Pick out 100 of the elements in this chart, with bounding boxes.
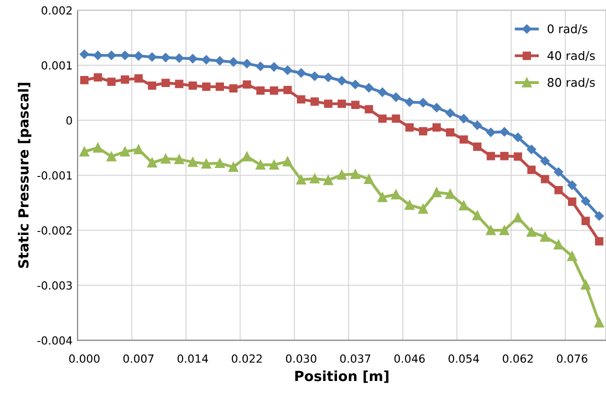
point bbox=[228, 57, 238, 67]
point bbox=[106, 152, 116, 162]
point bbox=[580, 280, 591, 290]
point bbox=[350, 169, 360, 180]
point bbox=[432, 102, 442, 112]
point bbox=[161, 52, 170, 62]
point bbox=[514, 152, 522, 161]
point bbox=[324, 72, 333, 82]
point bbox=[458, 200, 469, 210]
point bbox=[134, 51, 144, 61]
point bbox=[93, 142, 103, 153]
point bbox=[134, 74, 143, 83]
point bbox=[500, 127, 509, 136]
point bbox=[568, 198, 576, 206]
point bbox=[418, 98, 428, 108]
point bbox=[270, 86, 278, 95]
point bbox=[120, 146, 130, 156]
x-tick-label: 0.046 bbox=[394, 354, 425, 363]
legend-label: 0 rad/s bbox=[548, 24, 588, 34]
point bbox=[554, 167, 564, 177]
point bbox=[175, 80, 184, 88]
legend-label: 80 rad/s bbox=[548, 78, 595, 88]
point bbox=[323, 175, 334, 186]
point bbox=[338, 100, 346, 108]
point bbox=[283, 86, 292, 94]
point bbox=[174, 53, 184, 63]
point bbox=[418, 127, 428, 136]
point bbox=[310, 72, 320, 81]
point bbox=[554, 186, 563, 194]
point bbox=[364, 83, 374, 92]
point bbox=[80, 50, 89, 59]
point bbox=[405, 123, 414, 132]
point bbox=[160, 154, 170, 164]
point bbox=[282, 156, 292, 166]
point bbox=[432, 123, 441, 132]
point bbox=[174, 154, 184, 164]
point bbox=[446, 108, 455, 118]
point bbox=[486, 225, 496, 236]
point bbox=[391, 190, 401, 200]
point bbox=[554, 240, 564, 250]
point bbox=[337, 76, 346, 86]
point bbox=[188, 157, 198, 167]
point bbox=[404, 97, 414, 107]
y-tick-label: -0.002 bbox=[37, 226, 72, 235]
point bbox=[228, 162, 238, 172]
x-tick-label: 0.037 bbox=[340, 354, 370, 363]
point bbox=[324, 100, 332, 108]
point bbox=[540, 232, 550, 242]
point bbox=[256, 86, 265, 95]
point bbox=[364, 174, 374, 184]
point bbox=[594, 211, 604, 221]
point bbox=[296, 174, 306, 185]
x-tick-label: 0.000 bbox=[69, 354, 100, 363]
point bbox=[269, 62, 279, 72]
point bbox=[336, 170, 347, 180]
point bbox=[445, 189, 456, 199]
y-tick-label: 0.001 bbox=[42, 61, 72, 70]
point bbox=[595, 237, 604, 246]
point bbox=[134, 144, 144, 154]
point bbox=[513, 132, 523, 142]
x-tick-label: 0.076 bbox=[556, 354, 588, 363]
point bbox=[460, 135, 468, 144]
point bbox=[79, 146, 90, 156]
point bbox=[526, 227, 536, 237]
point bbox=[540, 156, 550, 166]
point bbox=[567, 251, 577, 261]
point bbox=[106, 50, 116, 60]
y-tick-label: -0.001 bbox=[37, 171, 72, 180]
point bbox=[378, 114, 387, 123]
x-axis-title: Position [m] bbox=[295, 370, 388, 383]
point bbox=[486, 128, 496, 137]
point bbox=[351, 100, 360, 110]
legend-label: 40 rad/s bbox=[547, 50, 595, 62]
point bbox=[500, 225, 510, 236]
point bbox=[472, 120, 482, 130]
point bbox=[310, 97, 319, 106]
point bbox=[432, 187, 442, 198]
point bbox=[188, 54, 198, 64]
x-tick-label: 0.014 bbox=[178, 354, 208, 363]
y-tick-label: -0.004 bbox=[37, 336, 72, 345]
point bbox=[94, 73, 102, 82]
point bbox=[404, 200, 414, 210]
point bbox=[378, 88, 388, 97]
point bbox=[120, 75, 130, 84]
point bbox=[256, 160, 266, 170]
point bbox=[594, 318, 604, 328]
point bbox=[120, 50, 130, 60]
point bbox=[364, 105, 374, 114]
x-tick-label: 0.062 bbox=[502, 354, 533, 363]
point bbox=[540, 174, 550, 184]
point bbox=[526, 144, 536, 154]
point bbox=[215, 56, 224, 66]
point bbox=[459, 114, 468, 124]
point bbox=[472, 210, 482, 220]
point bbox=[582, 216, 590, 226]
point bbox=[282, 66, 292, 75]
x-tick-label: 0.007 bbox=[123, 354, 154, 363]
y-tick-label: -0.003 bbox=[37, 281, 72, 290]
x-tick-label: 0.022 bbox=[232, 354, 262, 363]
point bbox=[80, 76, 89, 84]
